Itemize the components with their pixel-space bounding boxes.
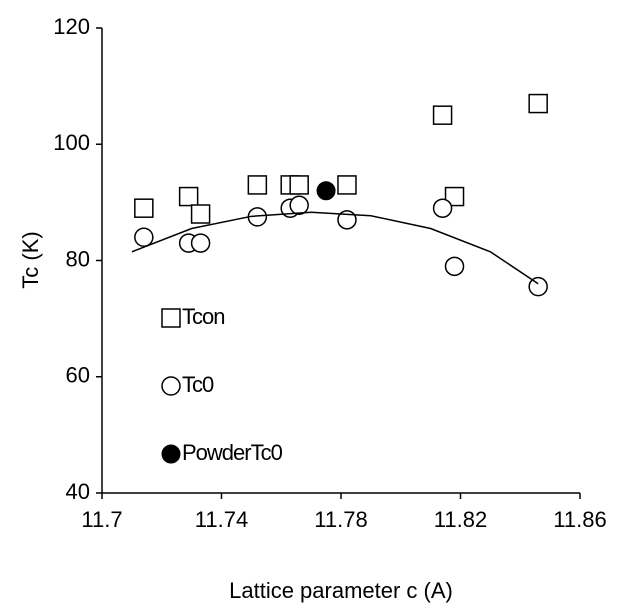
square-point [432, 105, 453, 125]
y-axis-label: Tc (K) [18, 231, 43, 288]
y-tick-label: 40 [66, 479, 90, 504]
x-axis-label: Lattice parameter c (A) [229, 578, 453, 603]
legend-label: Tc0 [182, 372, 214, 397]
circle-point [190, 233, 211, 253]
circle-point [161, 376, 181, 396]
y-tick-label: 120 [53, 14, 90, 39]
legend-label: PowderTc0 [182, 440, 283, 465]
square-point [528, 93, 548, 114]
square-point [178, 186, 199, 207]
circle-point [444, 256, 465, 277]
x-tick-label: 11.78 [314, 507, 367, 532]
square-point [444, 186, 465, 207]
x-tick-label: 11.82 [434, 507, 487, 532]
y-tick-label: 60 [66, 363, 90, 388]
square-point [134, 198, 154, 218]
fit-curve [131, 211, 539, 285]
filled-point [316, 181, 336, 201]
x-tick-label: 11.86 [553, 507, 606, 532]
square-point [289, 175, 309, 195]
circle-point [134, 227, 154, 247]
square-point [337, 175, 357, 195]
circle-point [289, 195, 309, 216]
circle-point [432, 198, 453, 218]
square-point [247, 175, 268, 195]
y-tick-label: 100 [53, 130, 90, 155]
square-point [161, 308, 181, 328]
x-tick-label: 11.7 [81, 507, 122, 532]
filled-point [161, 444, 181, 464]
x-tick-label: 11.74 [195, 507, 248, 532]
legend-label: Tcon [182, 304, 224, 329]
y-tick-label: 80 [66, 246, 90, 271]
circle-point [528, 276, 548, 297]
square-point [190, 204, 211, 224]
